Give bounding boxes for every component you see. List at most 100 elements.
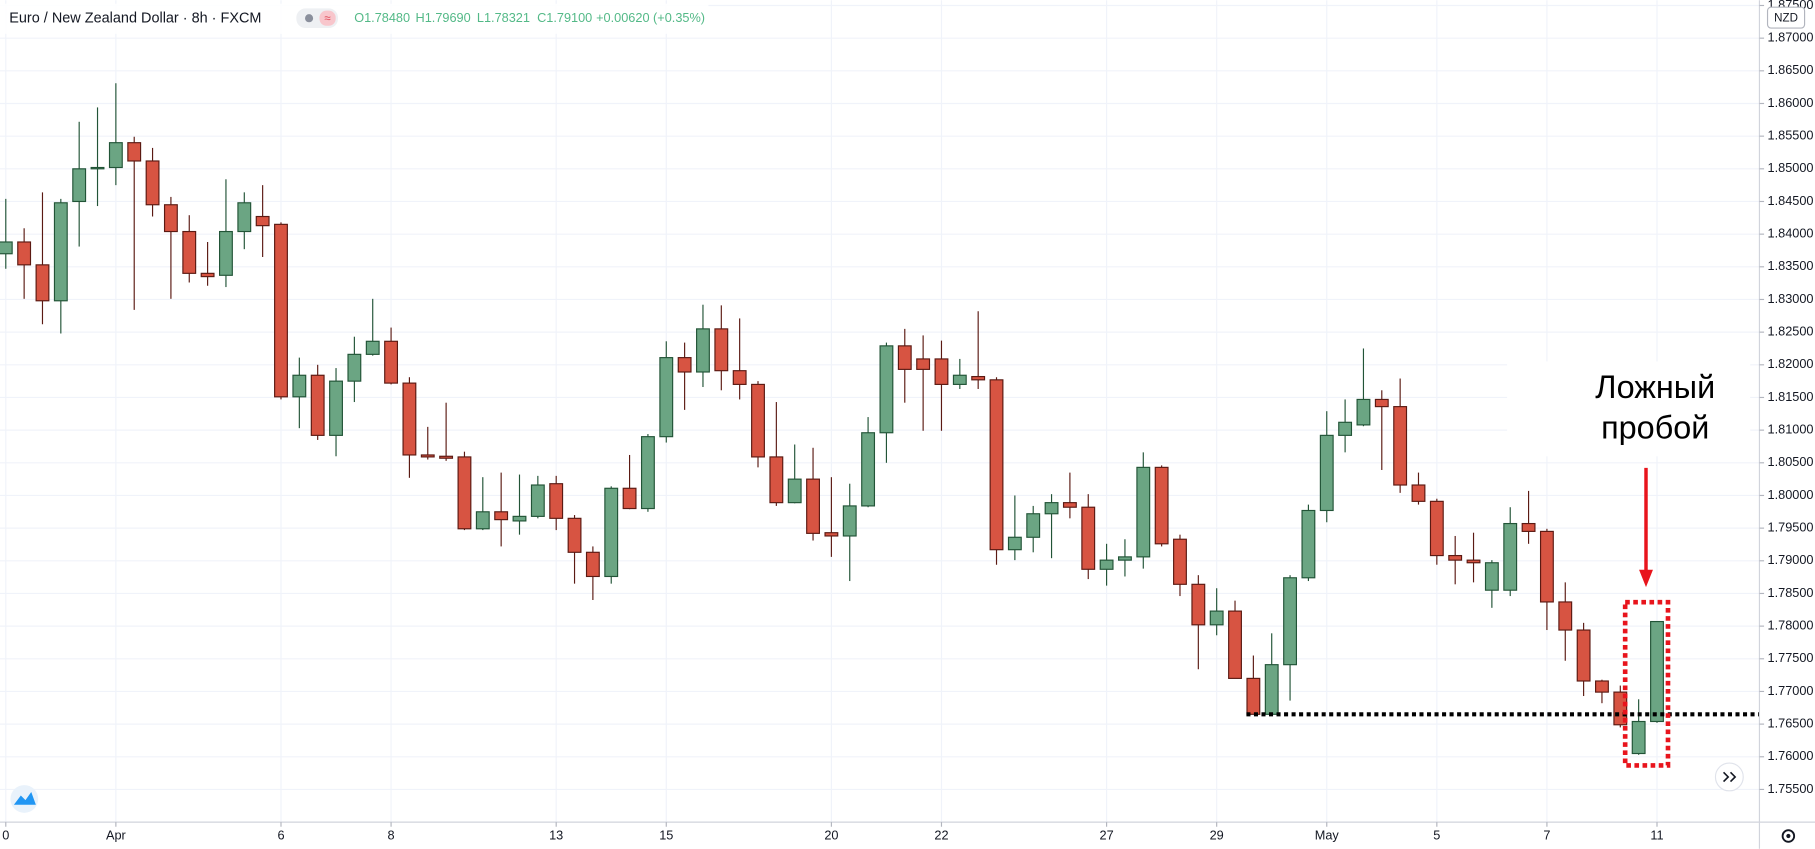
candle-body <box>934 358 949 385</box>
y-tick-label: 1.79000 <box>1768 552 1814 567</box>
y-tick-label: 1.81500 <box>1768 389 1814 404</box>
y-tick-label: 1.75500 <box>1768 781 1814 796</box>
candle-body <box>1007 536 1022 551</box>
x-tick-label: 22 <box>934 827 948 842</box>
x-tick-label: 11 <box>1650 827 1663 842</box>
candle-body <box>567 517 582 553</box>
high-label: H1.79690 <box>416 10 471 25</box>
annotation-text: Ложный <box>1595 369 1715 405</box>
x-tick-label: 8 <box>388 827 395 842</box>
candle-body <box>1521 522 1536 532</box>
candle-body <box>1631 720 1646 755</box>
time-axis: 0 Apr 6 8 13 15 20 22 27 29 May 5 7 11 <box>2 822 1664 842</box>
candle-body <box>182 230 197 274</box>
y-tick-label: 1.78000 <box>1768 617 1814 632</box>
logo[interactable] <box>10 785 39 813</box>
candle-body <box>310 374 325 436</box>
annotation-text: пробой <box>1601 409 1709 445</box>
candle-body <box>549 483 564 519</box>
candle-body <box>751 383 765 458</box>
symbol-title: Euro / New Zealand Dollar · 8h · FXCM <box>9 11 261 27</box>
y-tick-label: 1.84000 <box>1768 226 1814 241</box>
scroll-to-end-button[interactable] <box>1714 762 1744 792</box>
candle-body <box>1191 583 1206 626</box>
y-tick-label: 1.86000 <box>1768 95 1814 110</box>
candle-body <box>512 515 527 522</box>
candle-body <box>1576 629 1591 682</box>
candle-body <box>897 345 912 370</box>
y-tick-label: 1.87000 <box>1768 30 1814 45</box>
candle-body <box>1356 398 1371 426</box>
candle-body <box>1448 554 1463 561</box>
candle-body <box>439 455 454 459</box>
arrow-head <box>1639 569 1653 588</box>
candle-body <box>659 357 674 438</box>
candle-body <box>255 215 270 227</box>
candle-body <box>1503 522 1518 591</box>
x-tick-label: May <box>1315 827 1340 842</box>
candle-body <box>90 166 105 170</box>
candle-body <box>842 505 857 537</box>
y-tick-label: 1.82500 <box>1768 323 1814 338</box>
y-tick-label: 1.76000 <box>1768 748 1814 763</box>
y-tick-label: 1.76500 <box>1768 715 1814 730</box>
candle-body <box>365 340 380 355</box>
candle-body <box>384 340 399 384</box>
low-label: L1.78321 <box>477 10 530 25</box>
visibility-toggle[interactable]: ≈ <box>296 8 338 29</box>
y-tick-label: 1.87500 <box>1768 0 1814 12</box>
candle-body <box>916 358 931 370</box>
candle-body <box>1595 680 1609 693</box>
grid <box>0 0 1760 823</box>
candle-body <box>1264 664 1279 715</box>
candle-body <box>347 353 362 382</box>
y-tick-label: 1.82000 <box>1768 356 1814 371</box>
candle-body <box>696 328 710 373</box>
candle-body <box>72 168 87 203</box>
y-tick-label: 1.80500 <box>1768 454 1814 469</box>
price-axis: 1.75500 1.76000 1.76500 1.77000 1.77500 1.780… <box>1759 0 1814 796</box>
candle-body <box>219 230 233 276</box>
candle-body <box>861 432 876 507</box>
candle-body <box>475 511 490 530</box>
x-tick-label: 20 <box>824 827 838 842</box>
candle-body <box>604 487 619 578</box>
settings-button[interactable] <box>1781 829 1796 843</box>
candle-body <box>1246 677 1261 715</box>
annotation-bg <box>1507 361 1751 457</box>
currency-label[interactable]: NZD <box>1774 12 1798 24</box>
x-tick-label: 5 <box>1433 827 1440 842</box>
x-tick-label: 6 <box>277 827 284 842</box>
candle-body <box>1136 466 1151 558</box>
candle-body <box>1173 538 1187 585</box>
candle-body <box>0 241 13 255</box>
candle-body <box>677 357 692 373</box>
y-tick-label: 1.81000 <box>1768 421 1814 436</box>
candle-body <box>787 478 802 504</box>
y-tick-label: 1.78500 <box>1768 585 1814 600</box>
candle-body <box>1484 562 1499 591</box>
candle-body <box>53 202 68 302</box>
candle-body <box>108 142 123 169</box>
candle-body <box>824 532 839 537</box>
candle-body <box>163 204 178 233</box>
candle-body <box>1044 502 1059 515</box>
x-tick-label: 0 <box>2 827 9 842</box>
candle-body <box>1209 610 1224 626</box>
candle-body <box>457 456 472 530</box>
y-tick-label: 1.84500 <box>1768 193 1814 208</box>
x-tick-label: Apr <box>106 827 127 842</box>
y-tick-label: 1.79500 <box>1768 519 1814 534</box>
candle-body <box>1154 466 1169 545</box>
close-label: C1.79100 <box>537 10 592 25</box>
candle-body <box>420 454 435 458</box>
y-tick-label: 1.83000 <box>1768 291 1814 306</box>
y-tick-label: 1.77000 <box>1768 683 1814 698</box>
y-tick-label: 1.85000 <box>1768 160 1814 175</box>
x-tick-label: 29 <box>1210 827 1224 842</box>
candle-body <box>1099 559 1114 570</box>
candle-body <box>200 272 215 278</box>
currency-badge[interactable] <box>1766 6 1806 29</box>
